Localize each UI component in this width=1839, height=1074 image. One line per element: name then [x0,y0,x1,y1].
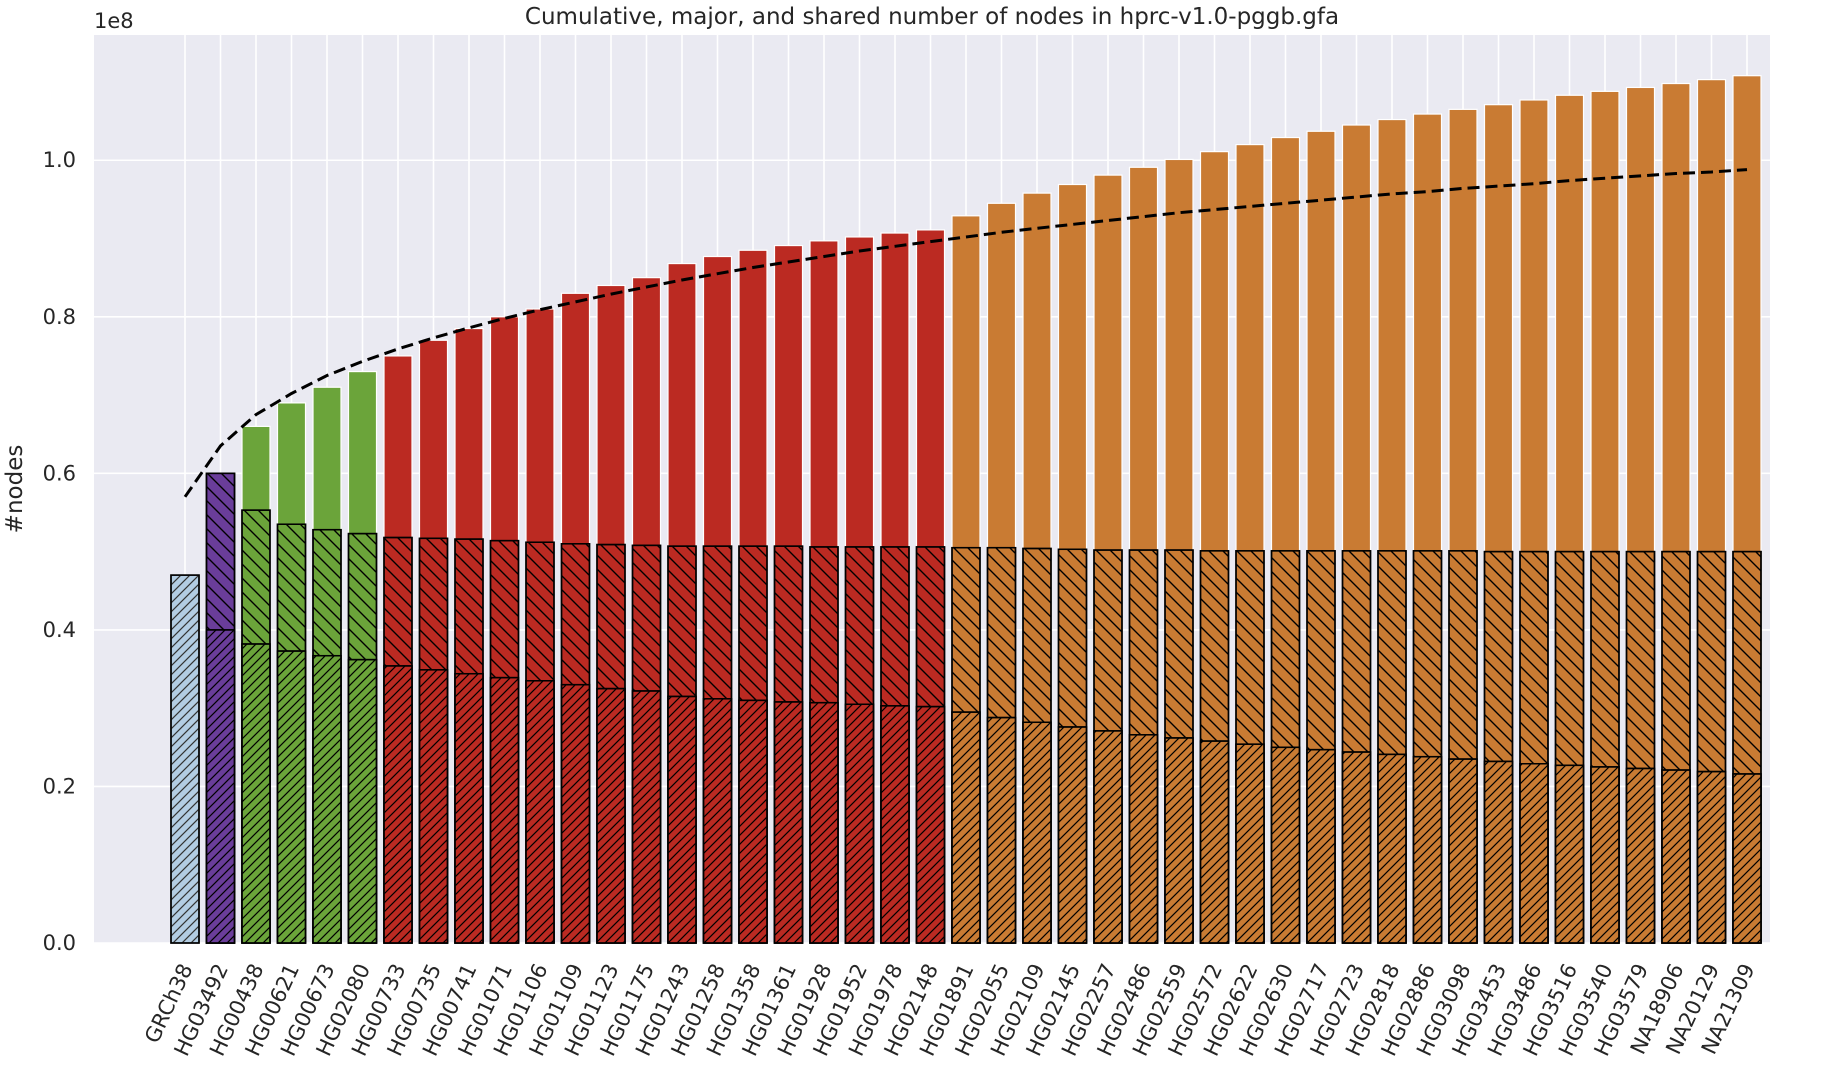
bar-shared-hatch [560,683,591,944]
y-tick-label: 0.4 [43,618,76,642]
bar-shared-hatch [1448,758,1478,944]
bar-shared-hatch [1093,730,1123,944]
bars [170,75,1762,944]
bar-shared-hatch [1554,764,1585,944]
bar-shared-hatch [844,703,875,944]
y-tick-label: 0.0 [43,931,76,955]
bar-shared-hatch [1377,753,1407,944]
bar-shared-hatch [1519,762,1549,944]
y-tick-label: 0.2 [43,774,76,798]
bar-shared-hatch [1696,770,1727,944]
bar-shared-hatch [454,672,484,944]
bar-shared-hatch [1022,721,1052,944]
bar-shared-hatch [347,658,378,944]
bar-shared-hatch [809,701,839,944]
bar-shared-hatch [241,643,271,944]
y-tick-labels: 0.0 0.2 0.4 0.6 0.8 1.0 [43,148,76,955]
bar-shared-hatch [986,716,1017,944]
bar-shared-hatch [1306,748,1336,944]
y-tick-label: 0.6 [43,461,76,485]
cumulative-curve [183,168,1748,498]
bar-shared-hatch [1661,769,1691,944]
bar-shared-hatch [1270,746,1301,944]
bar-shared-hatch [383,665,413,944]
y-axis-label: #nodes [2,445,28,534]
bar-shared-hatch [1341,751,1372,944]
bar-shared-hatch [1625,767,1656,944]
bar-shared-hatch [915,705,946,944]
y-scale-label: 1e8 [94,9,134,33]
bar-shared-hatch [1057,726,1088,944]
bar-shared-hatch [1164,737,1194,944]
bar-shared-hatch [418,669,449,944]
bar-shared-hatch [489,676,520,944]
bar-shared-hatch [631,690,662,944]
y-tick-label: 1.0 [43,148,76,172]
bar-shared-hatch [1199,740,1230,944]
bar-shared-hatch [205,629,236,944]
bar-shared-hatch [951,711,981,944]
bar-shared-hatch [170,574,200,944]
bar-shared-hatch [525,680,555,944]
y-tick-label: 0.8 [43,305,76,329]
bar-shared-hatch [312,654,342,944]
bar-shared-hatch [702,698,733,944]
chart-title: Cumulative, major, and shared number of … [525,4,1339,30]
x-tick-labels: GRCh38HG03492HG00438HG00621HG00673HG0208… [140,960,1759,1060]
bar-shared-hatch [738,699,768,944]
bar-shared-hatch [667,695,697,944]
bar-shared-hatch [1128,734,1159,944]
bar-shared-hatch [1412,755,1443,944]
bar-shared-hatch [1483,760,1514,944]
bar-shared-hatch [880,705,910,944]
bar-shared-hatch [1235,743,1265,944]
bar-shared-hatch [1590,766,1620,944]
bar-shared-hatch [773,701,804,944]
bar-shared-hatch [276,650,307,944]
bar-shared-hatch [1732,773,1762,944]
bar-shared-hatch [596,687,626,944]
